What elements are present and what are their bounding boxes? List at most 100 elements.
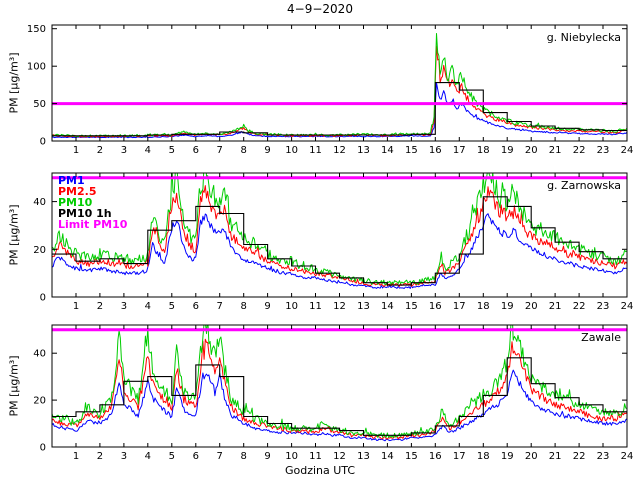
x-axis-label: Godzina UTC [284, 464, 356, 477]
series-pm25-line [52, 45, 627, 138]
legend-item-pm1: PM1 [58, 174, 85, 187]
x-tick-label: 24 [621, 451, 634, 462]
x-tick-label: 1 [73, 145, 79, 156]
y-tick-label: 0 [40, 443, 46, 454]
x-tick-label: 19 [501, 451, 514, 462]
x-tick-label: 20 [525, 301, 538, 312]
series-pm10-1h-step-line [52, 196, 627, 286]
x-tick-label: 12 [333, 451, 346, 462]
legend-item-pm10-1h: PM10 1h [58, 207, 112, 220]
x-tick-label: 23 [597, 301, 610, 312]
x-tick-label: 21 [549, 451, 562, 462]
figure-title: 4−9−2020 [287, 2, 353, 16]
x-tick-label: 4 [145, 451, 151, 462]
station-label-niebylecka: g. Niebylecka [546, 31, 621, 44]
x-axis-ticks: 1 2 3 4 5 6 7 8 9 10 11 12 13 14 15 16 17 18 19 20 21 22 23 24 [73, 325, 634, 462]
y-tick-label: 0 [40, 137, 46, 148]
x-tick-label: 15 [405, 301, 418, 312]
y-tick-label: 0 [40, 293, 46, 304]
series-pm10-line [52, 33, 627, 138]
legend-item-limit-pm10: Limit PM10 [58, 218, 128, 231]
x-tick-label: 19 [501, 301, 514, 312]
panel-2: 1 2 3 4 5 6 7 8 9 10 11 12 13 14 15 16 17 18 19 20 21 22 23 240… [33, 324, 634, 462]
legend-item-pm10: PM10 [58, 196, 93, 209]
x-tick-label: 16 [429, 301, 442, 312]
x-tick-label: 22 [573, 301, 586, 312]
x-tick-label: 2 [97, 145, 103, 156]
x-tick-label: 13 [357, 301, 370, 312]
x-tick-label: 7 [217, 451, 223, 462]
x-tick-label: 6 [193, 301, 199, 312]
x-tick-label: 2 [97, 301, 103, 312]
x-tick-label: 6 [193, 451, 199, 462]
station-label-zawale: Zawale [581, 331, 621, 344]
x-tick-label: 14 [381, 451, 394, 462]
x-tick-label: 14 [381, 145, 394, 156]
x-axis-ticks: 1 2 3 4 5 6 7 8 9 10 11 12 13 14 15 16 17 18 19 20 21 22 23 24 [73, 25, 634, 156]
y-tick-label: 40 [33, 349, 46, 360]
series-pm10-1h-step-line [52, 357, 627, 436]
x-tick-label: 15 [405, 451, 418, 462]
x-tick-label: 22 [573, 145, 586, 156]
y-axis-ticks: 0 20 40 [33, 197, 627, 304]
axes-frame [51, 24, 628, 142]
series-pm25-line [52, 338, 627, 440]
x-tick-label: 1 [73, 451, 79, 462]
x-tick-label: 20 [525, 145, 538, 156]
x-tick-label: 1 [73, 301, 79, 312]
x-tick-label: 18 [477, 145, 490, 156]
y-tick-label: 50 [33, 99, 46, 110]
x-tick-label: 18 [477, 301, 490, 312]
x-tick-label: 8 [241, 145, 247, 156]
y-tick-label: 100 [27, 62, 46, 73]
station-label-zarnowska: g. Zarnowska [547, 179, 621, 192]
x-tick-label: 16 [429, 145, 442, 156]
x-tick-label: 18 [477, 451, 490, 462]
x-tick-label: 16 [429, 451, 442, 462]
x-tick-label: 5 [169, 145, 175, 156]
x-tick-label: 13 [357, 451, 370, 462]
series-pm1-line [52, 213, 627, 289]
x-tick-label: 3 [121, 145, 127, 156]
x-tick-label: 6 [193, 145, 199, 156]
y-axis-label-panel-3: PM [µg/m³] [7, 355, 21, 417]
x-tick-label: 24 [621, 145, 634, 156]
y-axis-ticks: 0 20 40 [33, 349, 627, 454]
x-tick-label: 23 [597, 451, 610, 462]
x-tick-label: 4 [145, 301, 151, 312]
y-tick-label: 40 [33, 197, 46, 208]
x-tick-label: 20 [525, 451, 538, 462]
x-tick-label: 3 [121, 451, 127, 462]
x-axis-ticks: 1 2 3 4 5 6 7 8 9 10 11 12 13 14 15 16 17 18 19 20 21 22 23 24 [73, 173, 633, 312]
y-tick-label: 20 [33, 396, 46, 407]
x-tick-label: 7 [217, 301, 223, 312]
x-tick-label: 5 [169, 301, 175, 312]
x-tick-label: 11 [309, 301, 322, 312]
x-tick-label: 13 [357, 145, 370, 156]
x-tick-label: 7 [217, 145, 223, 156]
y-axis-label-panel-2: PM [µg/m³] [7, 204, 21, 266]
y-tick-label: 150 [27, 24, 46, 35]
x-tick-label: 10 [285, 145, 298, 156]
panel-0: 1 2 3 4 5 6 7 8 9 10 11 12 13 14 15 16 17 18 19 20 21 22 23 240… [27, 24, 633, 156]
series-pm10-1h-step-line [52, 82, 627, 137]
x-tick-label: 10 [285, 301, 298, 312]
x-tick-label: 17 [453, 451, 466, 462]
x-tick-label: 12 [333, 145, 346, 156]
x-tick-label: 23 [597, 145, 610, 156]
x-tick-label: 14 [381, 301, 394, 312]
panel-1: 1 2 3 4 5 6 7 8 9 10 11 12 13 14 15 16 17 18 19 20 21 22 23 240… [33, 172, 633, 312]
x-tick-label: 15 [405, 145, 418, 156]
y-tick-label: 20 [33, 245, 46, 256]
x-tick-label: 4 [145, 145, 151, 156]
legend-item-pm2-5: PM2.5 [58, 185, 97, 198]
x-tick-label: 5 [169, 451, 175, 462]
x-tick-label: 21 [549, 301, 562, 312]
x-tick-label: 8 [241, 451, 247, 462]
x-tick-label: 19 [501, 145, 514, 156]
x-tick-label: 11 [309, 145, 322, 156]
x-tick-label: 3 [121, 301, 127, 312]
series-pm25-line [52, 185, 627, 287]
x-tick-label: 21 [549, 145, 562, 156]
x-tick-label: 9 [264, 145, 270, 156]
